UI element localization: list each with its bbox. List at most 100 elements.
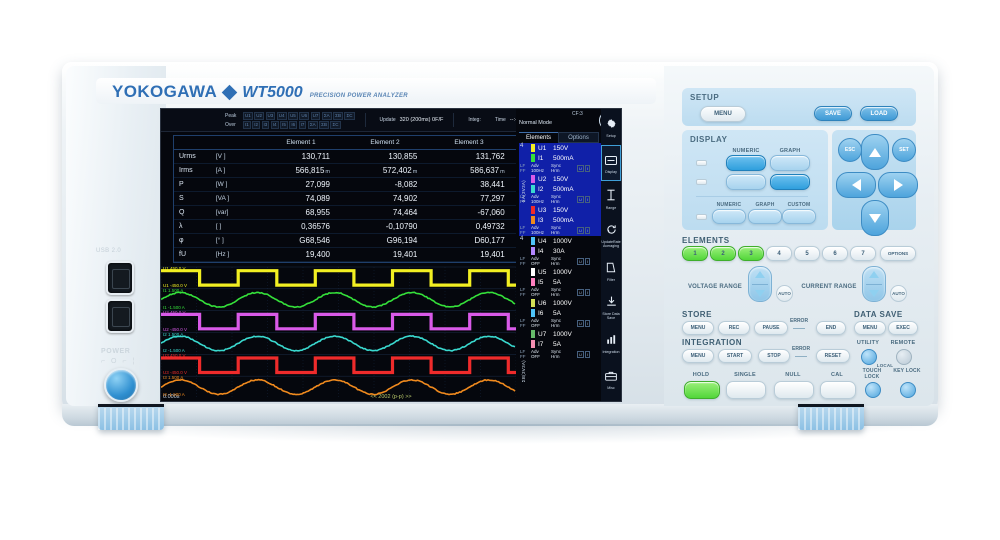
waveform-canvas [161, 264, 516, 401]
single-button[interactable] [726, 381, 766, 399]
peak-chips: U1 U2 U3 U4 U5 U6 U7 ΣA ΣB ΣC [243, 112, 355, 120]
element-group[interactable]: U5 1000V I5 5A LF FF Adv OFF Sync Hrm U I [519, 267, 603, 298]
element-channel-row[interactable]: I3 500mA [519, 215, 603, 225]
channel-name: I4 [538, 248, 553, 255]
display-graph-button-1[interactable] [770, 155, 810, 171]
element-channel-row[interactable]: U3 150V [519, 205, 603, 215]
element-button-2[interactable]: 2 [710, 246, 736, 261]
cal-button[interactable] [820, 381, 856, 399]
element-button-6[interactable]: 6 [822, 246, 848, 261]
rail-item-filter[interactable]: Filter [601, 253, 621, 289]
display-graph-button-3[interactable] [748, 209, 782, 224]
menu-rail[interactable]: Setup Display Range UpdateRate Averaging Fil… [601, 109, 621, 401]
adv-label: Adv OFF [531, 350, 551, 359]
element-channel-row[interactable]: I4 30A [519, 246, 603, 256]
store-menu-button[interactable]: MENU [682, 321, 714, 335]
element-button-5[interactable]: 5 [794, 246, 820, 261]
element-button-1[interactable]: 1 [682, 246, 708, 261]
usb-port-2[interactable] [106, 299, 134, 333]
element-channel-row[interactable]: U4 1000V [519, 236, 603, 246]
rail-item-store-data-save[interactable]: Store Data Save [601, 289, 621, 325]
table-cell: 19,400 [253, 250, 340, 259]
setup-save-button[interactable]: SAVE [814, 106, 852, 121]
element-channel-row[interactable]: U5 1000V [519, 267, 603, 277]
element-group[interactable]: U4 1000V I4 30A LF FF Adv OFF Sync Hrm U I 4 [519, 236, 603, 267]
display-custom-button[interactable] [782, 209, 816, 224]
setup-load-button[interactable]: LOAD [860, 106, 898, 121]
element-channel-row[interactable]: I7 5A [519, 339, 603, 349]
nav-left-button[interactable] [836, 172, 876, 198]
rail-item-integration[interactable]: Integration [601, 325, 621, 361]
chip-i: I [585, 258, 590, 265]
key-lock-knob[interactable] [900, 382, 916, 398]
voltage-down-icon[interactable] [755, 290, 765, 297]
element-channel-row[interactable]: U7 1000V [519, 329, 603, 339]
store-end-button[interactable]: END [816, 321, 846, 335]
data-save-exec-button[interactable]: EXEC [888, 321, 918, 335]
element-button-4[interactable]: 4 [766, 246, 792, 261]
esc-button[interactable]: ESC [838, 138, 862, 162]
current-up-icon[interactable] [869, 271, 879, 278]
element-list[interactable]: U1 150V I1 500mA LF FF Adv 100Hz Sync Hrm U I 4 U2 150… [519, 143, 603, 360]
status-chip: I6 [289, 121, 297, 129]
integration-stop-button[interactable]: STOP [758, 349, 790, 363]
nav-up-button[interactable] [861, 134, 889, 170]
voltage-up-icon[interactable] [755, 271, 765, 278]
scale-label-top: U2 450.0 V [163, 310, 186, 315]
rail-item-range[interactable]: Range [601, 181, 621, 217]
status-chip: ΣB [333, 112, 343, 120]
integration-menu-button[interactable]: MENU [682, 349, 714, 363]
tab-elements[interactable]: Elements [519, 132, 558, 143]
voltage-auto-button[interactable]: AUTO [776, 285, 793, 302]
nav-down-button[interactable] [861, 200, 889, 236]
display-numeric-button-1[interactable] [726, 155, 766, 171]
lcd-screen[interactable]: Peak U1 U2 U3 U4 U5 U6 U7 ΣA ΣB ΣC Over I1 I2 I3 I4 I… [161, 109, 621, 401]
set-button[interactable]: SET [892, 138, 916, 162]
element-group[interactable]: U3 150V I3 500mA LF FF Adv 100Hz Sync Hrm U I [519, 205, 603, 236]
table-row-unit: [A ] [216, 167, 253, 174]
element-channel-row[interactable]: I2 500mA [519, 184, 603, 194]
element-group[interactable]: U2 150V I2 500mA LF FF Adv 100Hz Sync Hrm U I [519, 174, 603, 205]
power-button[interactable] [104, 368, 138, 402]
element-channel-row[interactable]: I5 5A [519, 277, 603, 287]
display-graph-button-2[interactable] [770, 174, 810, 190]
current-range-rocker[interactable] [862, 266, 886, 302]
element-channel-row[interactable]: U6 1000V [519, 298, 603, 308]
hold-button[interactable] [684, 381, 720, 399]
nav-right-button[interactable] [878, 172, 918, 198]
rail-item-updaterate-averaging[interactable]: UpdateRate Averaging [601, 217, 621, 253]
integration-start-button[interactable]: START [718, 349, 752, 363]
data-save-menu-button[interactable]: MENU [854, 321, 886, 335]
display-numeric-button-2[interactable] [726, 174, 766, 190]
store-rec-button[interactable]: REC [718, 321, 750, 335]
element-group[interactable]: U1 150V I1 500mA LF FF Adv 100Hz Sync Hrm U I 4 [519, 143, 603, 174]
element-button-7[interactable]: 7 [850, 246, 876, 261]
store-pause-button[interactable]: PAUSE [754, 321, 788, 335]
tab-options[interactable]: Options [558, 132, 599, 143]
table-cell: 130,711 [253, 152, 340, 161]
rail-item-misc[interactable]: Misc [601, 361, 621, 397]
element-tabs[interactable]: Elements Options [519, 132, 599, 143]
table-cell: -0,10790 [340, 222, 427, 231]
element-channel-row[interactable]: U2 150V [519, 174, 603, 184]
element-channel-row[interactable]: I1 500mA [519, 153, 603, 163]
current-auto-button[interactable]: AUTO [890, 285, 907, 302]
display-numeric-button-3[interactable] [712, 209, 746, 224]
elements-options-button[interactable]: OPTIONS [880, 246, 916, 261]
table-cell: -67,060 [427, 208, 514, 217]
voltage-range-rocker[interactable] [748, 266, 772, 302]
touch-lock-knob[interactable] [865, 382, 881, 398]
null-button[interactable] [774, 381, 814, 399]
integration-reset-button[interactable]: RESET [816, 349, 850, 363]
setup-menu-button[interactable]: MENU [700, 106, 746, 122]
element-group[interactable]: U6 1000V I6 5A LF FF Adv OFF Sync Hrm U I [519, 298, 603, 329]
element-channel-row[interactable]: I6 5A [519, 308, 603, 318]
element-button-3[interactable]: 3 [738, 246, 764, 261]
rail-item-display[interactable]: Display [601, 145, 621, 181]
element-group[interactable]: U7 1000V I7 5A LF FF Adv OFF Sync Hrm U I [519, 329, 603, 360]
element-channel-row[interactable]: U1 150V [519, 143, 603, 153]
rail-item-setup[interactable]: Setup [601, 109, 621, 145]
channel-range: 5A [553, 341, 561, 348]
usb-port-1[interactable] [106, 261, 134, 295]
current-down-icon[interactable] [869, 290, 879, 297]
